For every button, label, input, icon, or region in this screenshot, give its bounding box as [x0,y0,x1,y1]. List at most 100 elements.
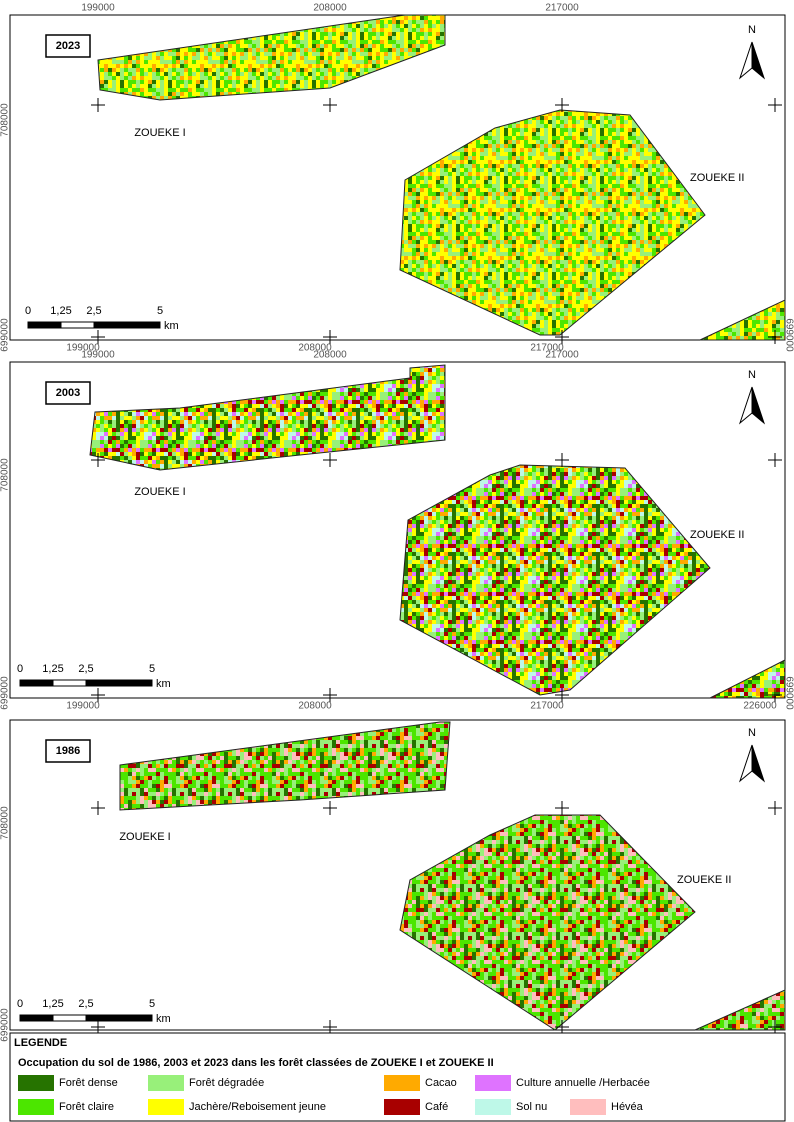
legend-swatch [148,1075,184,1091]
coord-label: 699000 [783,318,794,352]
scale-label: 0 [17,663,23,675]
forest-area [399,814,696,1031]
scale-segment [19,679,54,687]
year-label: 2003 [56,387,80,399]
coord-label: 208000 [313,350,347,361]
coord-label: 217000 [545,3,579,14]
scale-segment [52,1014,87,1022]
grid-cross [91,801,105,815]
scale-unit: km [156,678,171,690]
grid-cross [91,330,105,344]
forest-area [119,721,451,811]
coord-label: 708000 [0,103,11,137]
grid-cross [323,688,337,702]
grid-cross [555,688,569,702]
legend-label: Jachère/Reboisement jeune [189,1101,326,1113]
grid-cross [555,1020,569,1034]
coord-label: 208000 [313,3,347,14]
coord-label: 208000 [298,343,332,354]
forest-area [709,659,786,699]
scale-unit: km [156,1013,171,1025]
legend-label: Forêt dégradée [189,1077,264,1089]
coord-label: 199000 [66,701,100,712]
forest-area [399,109,706,336]
grid-cross [91,453,105,467]
scale-label: 0 [25,305,31,317]
scale-label: 5 [149,663,155,675]
place-label: ZOUEKE II [677,874,731,886]
scale-label: 1,25 [50,305,71,317]
year-box [45,739,91,763]
coord-label: 699000 [783,676,794,710]
grid-cross [91,688,105,702]
legend-swatch [475,1075,511,1091]
legend-swatch [384,1099,420,1115]
legend-swatch [570,1099,606,1115]
scale-label: 1,25 [42,663,63,675]
legend-heading: LEGENDE [14,1037,67,1049]
north-label: N [748,24,756,36]
scale-segment [60,321,95,329]
north-label: N [748,369,756,381]
place-label: ZOUEKE II [690,529,744,541]
grid-cross [323,453,337,467]
grid-cross [555,330,569,344]
forest-area [399,464,711,696]
coord-label: 699000 [0,1008,11,1042]
scale-label: 2,5 [78,998,93,1010]
coord-label: 699000 [0,318,11,352]
place-label: ZOUEKE II [690,172,744,184]
coord-label: 708000 [0,806,11,840]
legend-swatch [384,1075,420,1091]
scale-label: 5 [157,305,163,317]
forest-area [699,299,786,341]
legend-label: Café [425,1101,448,1113]
grid-cross [768,801,782,815]
coord-label: 226000 [743,701,777,712]
forest-area [97,14,446,101]
grid-cross [323,1020,337,1034]
grid-cross [768,453,782,467]
grid-cross [555,98,569,112]
grid-cross [323,330,337,344]
legend-label: Sol nu [516,1101,547,1113]
coord-label: 208000 [298,701,332,712]
legend-label: Hévéa [611,1101,644,1113]
grid-cross [323,98,337,112]
scale-segment [85,1014,153,1022]
legend-label: Forêt dense [59,1077,118,1089]
legend-label: Forêt claire [59,1101,114,1113]
coord-label: 708000 [0,458,11,492]
coord-label: 217000 [545,350,579,361]
coord-label: 199000 [81,3,115,14]
scale-unit: km [164,320,179,332]
scale-label: 1,25 [42,998,63,1010]
legend-swatch [18,1099,54,1115]
place-label: ZOUEKE I [134,486,185,498]
grid-cross [91,1020,105,1034]
forest-area [694,989,786,1031]
north-label: N [748,727,756,739]
place-label: ZOUEKE I [119,831,170,843]
grid-cross [768,98,782,112]
scale-label: 5 [149,998,155,1010]
scale-segment [52,679,87,687]
north-arrow [751,386,766,425]
scale-segment [27,321,62,329]
coord-label: 199000 [81,350,115,361]
legend-swatch [18,1075,54,1091]
north-arrow [751,41,766,80]
legend-label: Culture annuelle /Herbacée [516,1077,650,1089]
legend-swatch [148,1099,184,1115]
scale-segment [19,1014,54,1022]
year-box [45,34,91,58]
grid-cross [555,453,569,467]
forest-area [89,364,446,471]
scale-label: 2,5 [86,305,101,317]
grid-cross [91,98,105,112]
grid-cross [323,801,337,815]
grid-cross [555,801,569,815]
grid-cross [768,1020,782,1034]
coord-label: 217000 [530,701,564,712]
